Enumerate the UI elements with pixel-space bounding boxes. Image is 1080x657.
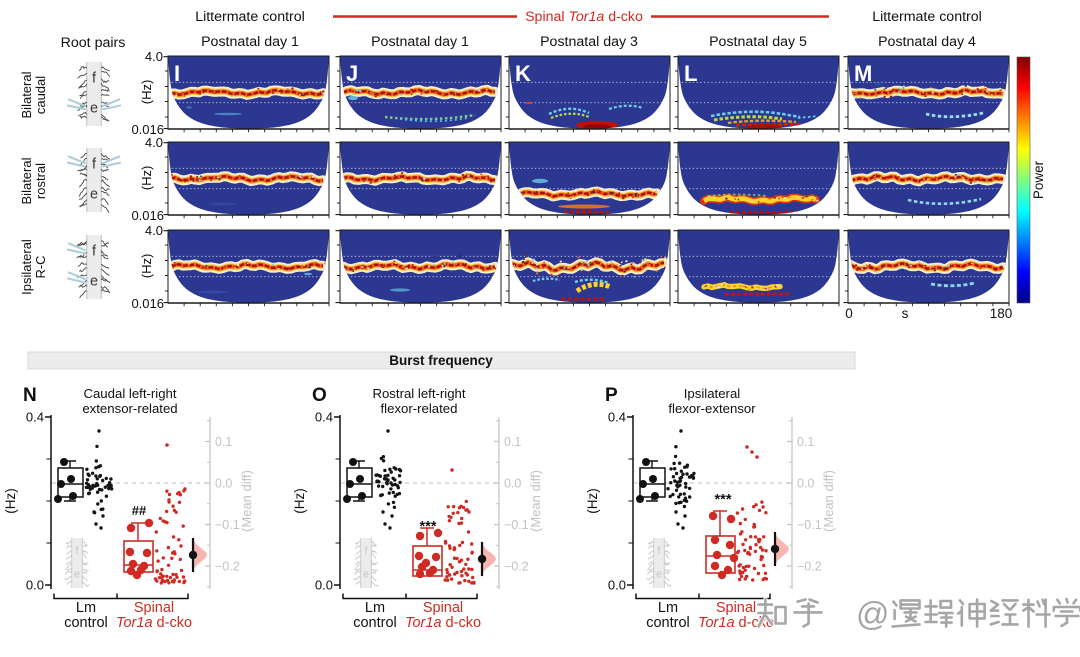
svg-text:flexor-related: flexor-related — [381, 401, 458, 416]
svg-text:0: 0 — [845, 306, 853, 321]
svg-text:control: control — [353, 615, 397, 631]
svg-text:0.016: 0.016 — [131, 296, 164, 311]
svg-text:(Hz): (Hz) — [139, 166, 154, 191]
svg-text:(Mean diff): (Mean diff) — [528, 470, 543, 532]
svg-text:(Hz): (Hz) — [139, 80, 154, 105]
svg-text:Postnatal day 4: Postnatal day 4 — [878, 34, 976, 50]
svg-text:flexor-extensor: flexor-extensor — [668, 401, 756, 416]
svg-text:Tor1a d-cko: Tor1a d-cko — [405, 615, 481, 631]
svg-text:R-C: R-C — [33, 255, 48, 278]
svg-text:4.0: 4.0 — [145, 49, 163, 64]
svg-text:f: f — [658, 545, 662, 557]
svg-text:f: f — [92, 244, 97, 260]
svg-text:f: f — [76, 545, 80, 557]
svg-text:0.016: 0.016 — [131, 208, 164, 223]
svg-text:0.0: 0.0 — [797, 477, 814, 491]
svg-text:0.4: 0.4 — [26, 410, 44, 425]
svg-text:0.0: 0.0 — [26, 578, 44, 593]
svg-text:Caudal left-right: Caudal left-right — [83, 386, 176, 401]
svg-text:I: I — [174, 61, 180, 86]
svg-text:Littermate control: Littermate control — [872, 9, 982, 25]
svg-text:0.4: 0.4 — [608, 410, 626, 425]
svg-text:Postnatal day 3: Postnatal day 3 — [540, 34, 638, 50]
svg-text:(Hz): (Hz) — [292, 488, 307, 514]
svg-text:−0.2: −0.2 — [797, 560, 822, 574]
svg-text:e: e — [656, 568, 662, 580]
svg-text:Ipsilateral: Ipsilateral — [684, 386, 741, 401]
svg-text:Power: Power — [1031, 160, 1046, 199]
svg-text:Bilateral: Bilateral — [19, 157, 34, 204]
svg-text:0.4: 0.4 — [315, 410, 333, 425]
svg-text:control: control — [64, 615, 108, 631]
svg-text:−0.1: −0.1 — [504, 518, 529, 532]
svg-text:Spinal Tor1a d-cko: Spinal Tor1a d-cko — [525, 9, 643, 25]
svg-text:M: M — [854, 61, 872, 86]
svg-text:L: L — [684, 61, 697, 86]
svg-text:Root pairs: Root pairs — [61, 35, 126, 51]
svg-text:e: e — [363, 568, 369, 580]
svg-text:***: *** — [715, 492, 732, 508]
svg-text:@: @ — [856, 595, 890, 632]
svg-text:0.0: 0.0 — [315, 578, 333, 593]
svg-text:0.1: 0.1 — [215, 435, 232, 449]
svg-text:Postnatal day 1: Postnatal day 1 — [371, 34, 469, 50]
svg-text:e: e — [90, 101, 98, 117]
svg-text:−0.2: −0.2 — [504, 560, 529, 574]
svg-text:0.0: 0.0 — [608, 578, 626, 593]
svg-text:O: O — [312, 385, 327, 406]
svg-text:Bilateral: Bilateral — [19, 71, 34, 118]
svg-text:4.0: 4.0 — [145, 223, 163, 238]
svg-text:Burst frequency: Burst frequency — [389, 353, 493, 368]
svg-text:f: f — [92, 157, 97, 173]
svg-text:f: f — [92, 71, 97, 87]
svg-text:f: f — [365, 545, 369, 557]
svg-text:Postnatal day 1: Postnatal day 1 — [201, 34, 299, 50]
svg-text:Littermate control: Littermate control — [195, 9, 305, 25]
svg-text:(Mean diff): (Mean diff) — [239, 470, 254, 532]
svg-text:control: control — [646, 615, 690, 631]
svg-text:s: s — [902, 306, 909, 321]
svg-text:0.1: 0.1 — [504, 435, 521, 449]
svg-text:0.1: 0.1 — [797, 435, 814, 449]
svg-text:Postnatal day 5: Postnatal day 5 — [709, 34, 807, 50]
svg-text:***: *** — [420, 519, 437, 535]
svg-text:0.016: 0.016 — [131, 122, 164, 137]
svg-text:−0.2: −0.2 — [215, 560, 240, 574]
svg-text:(Hz): (Hz) — [139, 254, 154, 279]
svg-text:−0.1: −0.1 — [797, 518, 822, 532]
svg-text:##: ## — [132, 503, 147, 518]
svg-text:rostral: rostral — [33, 163, 48, 199]
svg-text:e: e — [90, 187, 98, 203]
svg-text:Spinal: Spinal — [134, 600, 174, 616]
svg-text:Tor1a d-cko: Tor1a d-cko — [116, 615, 192, 631]
svg-text:180: 180 — [990, 306, 1013, 321]
svg-text:Rostral left-right: Rostral left-right — [372, 386, 465, 401]
svg-text:Tor1a d-cko: Tor1a d-cko — [698, 615, 774, 631]
svg-text:4.0: 4.0 — [145, 135, 163, 150]
svg-text:(Hz): (Hz) — [3, 488, 18, 514]
svg-text:0.0: 0.0 — [504, 477, 521, 491]
svg-text:−0.1: −0.1 — [215, 518, 240, 532]
svg-text:caudal: caudal — [33, 76, 48, 114]
svg-text:Lm: Lm — [365, 600, 385, 616]
svg-text:(Mean diff): (Mean diff) — [821, 470, 836, 532]
svg-text:Lm: Lm — [658, 600, 678, 616]
svg-text:Spinal: Spinal — [716, 600, 756, 616]
svg-text:N: N — [23, 385, 37, 406]
svg-text:K: K — [515, 61, 531, 86]
svg-text:Spinal: Spinal — [423, 600, 463, 616]
svg-text:0.0: 0.0 — [215, 477, 232, 491]
svg-text:Ipsilateral: Ipsilateral — [19, 239, 34, 295]
svg-text:e: e — [90, 274, 98, 290]
svg-text:J: J — [346, 61, 358, 86]
svg-text:P: P — [605, 385, 618, 406]
svg-text:extensor-related: extensor-related — [82, 401, 177, 416]
svg-text:(Hz): (Hz) — [585, 488, 600, 514]
svg-text:Lm: Lm — [76, 600, 96, 616]
svg-text:e: e — [74, 568, 80, 580]
